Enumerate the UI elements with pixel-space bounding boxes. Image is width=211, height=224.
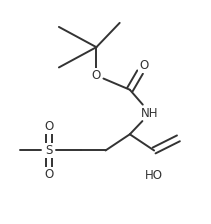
Text: O: O	[44, 168, 53, 181]
Text: O: O	[139, 59, 149, 72]
Text: O: O	[92, 69, 101, 82]
Text: S: S	[45, 144, 53, 157]
Text: HO: HO	[145, 169, 163, 182]
Text: NH: NH	[141, 107, 159, 120]
Text: O: O	[44, 120, 53, 133]
